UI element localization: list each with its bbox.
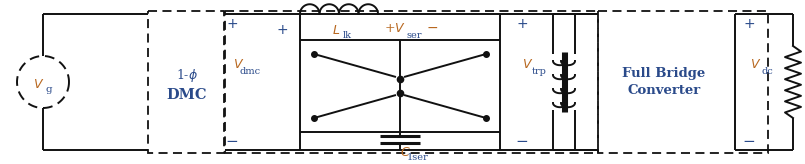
Bar — [225, 11, 598, 153]
Text: 1ser: 1ser — [407, 154, 429, 163]
Text: Converter: Converter — [627, 84, 700, 98]
Text: −: − — [516, 133, 528, 148]
Text: lk: lk — [342, 31, 352, 41]
Text: $V$: $V$ — [750, 58, 762, 71]
Text: $V$: $V$ — [233, 58, 245, 71]
Text: +: + — [276, 23, 288, 37]
Text: Full Bridge: Full Bridge — [622, 66, 706, 80]
Text: 1-$\phi$: 1-$\phi$ — [176, 68, 198, 84]
Text: −: − — [426, 21, 438, 35]
Bar — [598, 11, 768, 153]
Text: +: + — [516, 17, 528, 31]
Text: $L$: $L$ — [332, 23, 340, 37]
Text: $C$: $C$ — [399, 145, 411, 158]
Text: trp: trp — [531, 68, 547, 76]
Text: dmc: dmc — [239, 68, 261, 76]
Text: dc: dc — [761, 68, 773, 76]
Text: $V$: $V$ — [522, 58, 534, 71]
Text: −: − — [225, 133, 238, 148]
Text: ser: ser — [407, 31, 422, 40]
Text: −: − — [743, 133, 755, 148]
Bar — [148, 11, 224, 153]
Text: +: + — [226, 17, 237, 31]
Text: g: g — [46, 84, 52, 93]
Text: DMC: DMC — [167, 88, 207, 102]
Text: $V$: $V$ — [33, 78, 44, 91]
Text: +$V$: +$V$ — [384, 21, 406, 34]
Text: +: + — [743, 17, 755, 31]
